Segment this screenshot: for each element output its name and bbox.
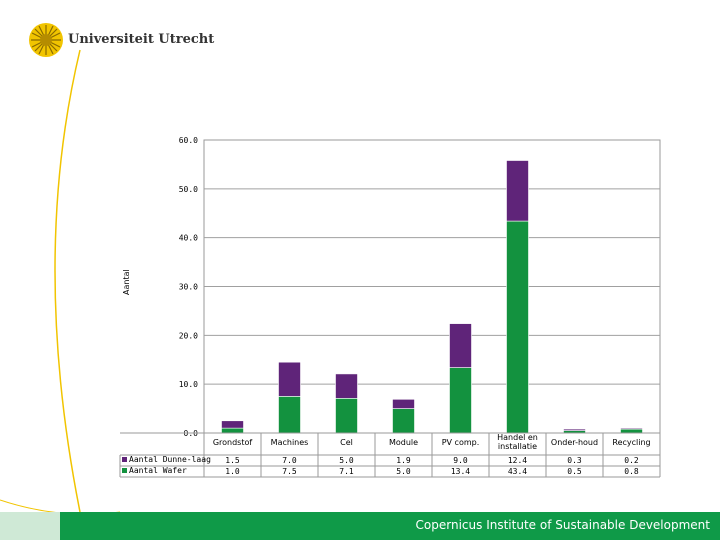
- x-category-label: Onder-houd: [551, 438, 598, 447]
- legend-label-wafer: Aantal Wafer: [129, 466, 187, 475]
- bar-wafer: [506, 220, 529, 434]
- x-category-label: Machines: [271, 438, 309, 447]
- x-category-label: installatie: [498, 442, 537, 451]
- data-label-wafer: 13.4: [451, 467, 470, 476]
- bar-thin-film: [449, 323, 472, 368]
- bar-wafer: [620, 428, 643, 434]
- legend-swatch-thin-film: [122, 457, 127, 462]
- x-category-label: Cel: [340, 438, 353, 447]
- data-label-wafer: 0.8: [624, 467, 639, 476]
- bar-thin-film: [506, 160, 529, 222]
- bar-thin-film: [563, 428, 586, 431]
- x-category-label: Grondstof: [213, 438, 253, 447]
- bar-wafer: [335, 398, 358, 434]
- y-axis-label: Aantal: [122, 269, 131, 295]
- x-category-label: Module: [389, 438, 418, 447]
- data-label-thin-film: 0.2: [624, 456, 639, 465]
- data-label-wafer: 7.5: [282, 467, 297, 476]
- bar-wafer: [221, 427, 244, 434]
- bar-thin-film: [392, 399, 415, 409]
- bar-thin-film: [620, 427, 643, 430]
- university-logo: Universiteit Utrecht: [28, 22, 214, 62]
- data-label-thin-film: 1.5: [225, 456, 240, 465]
- sun-seal-icon: [29, 23, 63, 57]
- data-label-wafer: 5.0: [396, 467, 411, 476]
- data-label-thin-film: 9.0: [453, 456, 468, 465]
- x-category-label: PV comp.: [442, 438, 480, 447]
- y-tick-label: 60.0: [179, 136, 198, 145]
- data-label-wafer: 43.4: [508, 467, 527, 476]
- x-category-label: Handel en: [497, 433, 538, 442]
- y-tick-label: 40.0: [179, 234, 198, 243]
- y-tick-label: 10.0: [179, 380, 198, 389]
- footer-bar: Copernicus Institute of Sustainable Deve…: [0, 512, 720, 540]
- data-label-thin-film: 12.4: [508, 456, 527, 465]
- y-tick-label: 50.0: [179, 185, 198, 194]
- y-tick-label: 20.0: [179, 331, 198, 340]
- y-tick-label: 30.0: [179, 283, 198, 292]
- legend-swatch-wafer: [122, 468, 127, 473]
- data-label-thin-film: 7.0: [282, 456, 297, 465]
- data-label-thin-film: 5.0: [339, 456, 354, 465]
- bar-thin-film: [278, 361, 301, 397]
- data-label-wafer: 7.1: [339, 467, 354, 476]
- bar-thin-film: [221, 420, 244, 429]
- bar-wafer: [449, 367, 472, 434]
- data-label-wafer: 0.5: [567, 467, 582, 476]
- x-category-label: Recycling: [612, 438, 650, 447]
- data-label-wafer: 1.0: [225, 467, 240, 476]
- legend-label-thin-film: Aantal Dunne-laag: [129, 455, 211, 464]
- logo-text: Universiteit Utrecht: [68, 32, 215, 47]
- bar-wafer: [392, 408, 415, 434]
- bar-thin-film: [335, 373, 358, 399]
- bar-wafer: [278, 396, 301, 434]
- footer-text: Copernicus Institute of Sustainable Deve…: [415, 518, 710, 532]
- data-label-thin-film: 1.9: [396, 456, 411, 465]
- data-label-thin-film: 0.3: [567, 456, 582, 465]
